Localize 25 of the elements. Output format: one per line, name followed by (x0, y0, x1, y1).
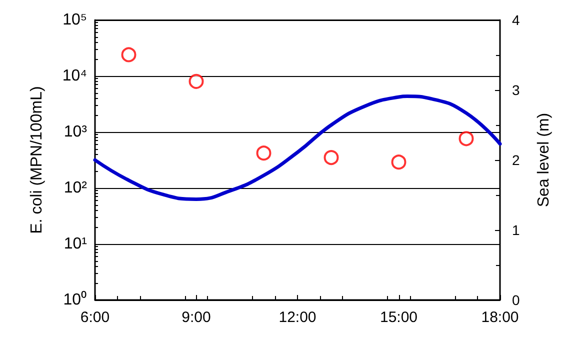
point (256, 146, 272, 161)
y-tick-label: 10⁵ (62, 12, 87, 28)
point (121, 47, 136, 62)
y2-tick-label: 3 (512, 82, 520, 98)
y-tick-label: 10² (64, 180, 88, 196)
y-tick-label: 10¹ (64, 236, 87, 252)
y-tick-label: 10⁴ (62, 68, 88, 84)
y2-tick-label: 0 (512, 292, 520, 308)
point (458, 131, 474, 146)
y-tick-label: 10⁰ (63, 290, 87, 308)
y2-tick-label: 4 (512, 12, 520, 28)
x-tick-label: 6:00 (80, 309, 110, 326)
x-tick-label: 12:00 (278, 309, 316, 326)
x-tick-label: 9:00 (182, 309, 211, 326)
y-tick-label: 10³ (64, 124, 88, 140)
point (188, 74, 204, 89)
x-tick-label: 18:00 (481, 309, 519, 326)
x-tick-label: 15:00 (380, 309, 418, 326)
line-series (93, 94, 502, 201)
y2-tick-label: 2 (512, 152, 520, 168)
y2-tick-label: 1 (512, 222, 520, 238)
point (391, 154, 406, 170)
point (324, 150, 339, 166)
y-axis-title: E. coli (MPN/100mL) (28, 86, 46, 234)
y2-axis-title: Sea level (m) (536, 112, 552, 208)
